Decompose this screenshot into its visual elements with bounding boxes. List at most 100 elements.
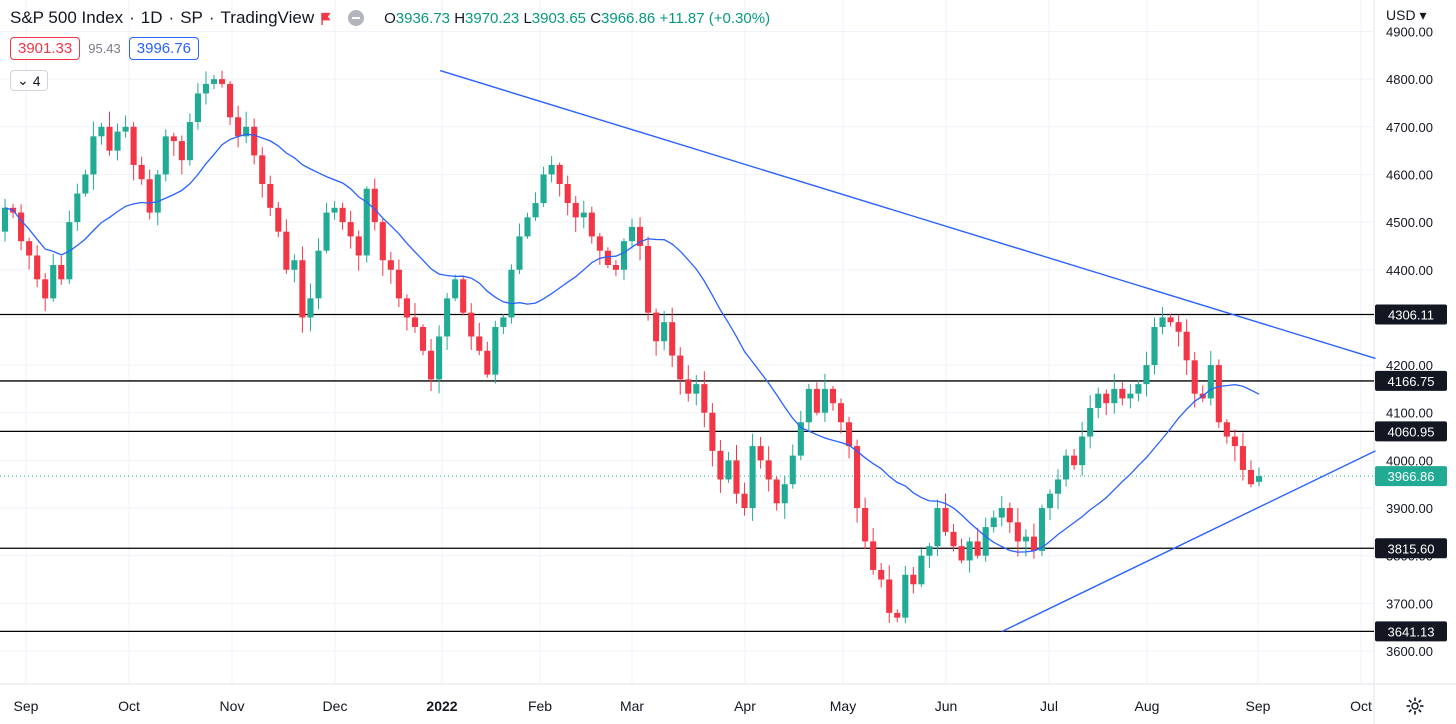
candle-body bbox=[355, 236, 362, 256]
candle-body bbox=[1063, 455, 1070, 480]
candle-body bbox=[1151, 326, 1158, 366]
candle-body bbox=[210, 79, 218, 84]
bid-button[interactable]: 3901.33 bbox=[10, 37, 81, 60]
candle-body bbox=[436, 336, 443, 380]
y-tick-label: 4700.00 bbox=[1386, 120, 1433, 135]
trendline-resistance bbox=[439, 69, 1376, 360]
candle-body bbox=[572, 203, 579, 218]
candle-body bbox=[741, 493, 748, 509]
candle-body bbox=[1103, 393, 1110, 404]
level-label-box bbox=[1375, 304, 1447, 325]
candle-body bbox=[50, 265, 57, 299]
time-axis: Sep Oct Nov Dec 2022 Feb Mar Apr May Jun Jul Aug Sep… bbox=[14, 698, 1372, 714]
candle-body bbox=[218, 79, 226, 84]
y-tick-label: 4500.00 bbox=[1386, 215, 1433, 230]
candle-body bbox=[42, 279, 49, 299]
flag-icon[interactable] bbox=[320, 12, 332, 25]
indicators-toggle[interactable]: ⌄ 4 bbox=[10, 70, 48, 91]
y-tick-label: 4900.00 bbox=[1386, 25, 1433, 40]
candle-body bbox=[1, 207, 9, 232]
symbol-title[interactable]: S&P 500 Index bbox=[10, 8, 124, 27]
candle-body bbox=[1239, 446, 1246, 470]
candle-body bbox=[1022, 536, 1029, 542]
candle-body bbox=[74, 193, 81, 223]
candle-body bbox=[1046, 493, 1054, 509]
y-tick-label: 3900.00 bbox=[1386, 501, 1433, 516]
candle-body bbox=[540, 174, 547, 204]
candle-body bbox=[693, 384, 700, 394]
candle-body bbox=[186, 122, 193, 161]
candle-body bbox=[275, 207, 282, 232]
candle-body bbox=[966, 541, 973, 561]
candle-body bbox=[339, 207, 346, 223]
candle-body bbox=[291, 260, 298, 270]
candle-body bbox=[990, 517, 997, 528]
level-label: 4166.75 bbox=[1388, 374, 1435, 389]
candle-body bbox=[106, 126, 113, 151]
x-tick-label: Feb bbox=[528, 698, 552, 714]
candle-body bbox=[645, 245, 652, 313]
candle-body bbox=[661, 322, 668, 342]
candle-body bbox=[1207, 365, 1214, 399]
candle-body bbox=[1006, 508, 1013, 523]
candle-body bbox=[1223, 422, 1230, 437]
candle-body bbox=[1191, 360, 1198, 394]
candle-body bbox=[26, 241, 33, 256]
ask-button[interactable]: 3996.76 bbox=[128, 37, 200, 60]
y-tick-label: 4200.00 bbox=[1386, 358, 1433, 373]
candle-body bbox=[1135, 384, 1142, 394]
candle-body bbox=[138, 164, 145, 180]
trendline-support bbox=[1001, 450, 1376, 633]
candle-body bbox=[1247, 469, 1255, 485]
candle-body bbox=[1143, 365, 1150, 385]
candle-body bbox=[524, 217, 531, 237]
candle-body bbox=[588, 212, 595, 237]
candle-body bbox=[427, 350, 435, 380]
last-price-box bbox=[1375, 466, 1447, 487]
x-tick-label: Oct bbox=[118, 698, 140, 714]
candle-body bbox=[982, 527, 989, 556]
candle-body bbox=[130, 126, 137, 165]
candle-body bbox=[202, 83, 210, 94]
candle-body bbox=[532, 203, 539, 218]
candle-body bbox=[114, 131, 121, 151]
x-tick-label: Jun bbox=[935, 698, 958, 714]
candle-body bbox=[829, 388, 837, 404]
trendlines bbox=[439, 69, 1376, 633]
candle-body bbox=[950, 531, 957, 547]
candle-body bbox=[878, 569, 885, 580]
gear-icon[interactable] bbox=[1405, 696, 1425, 716]
candle-body bbox=[1095, 393, 1102, 408]
candle-body bbox=[805, 388, 812, 423]
chart-header: S&P 500 Index · 1D · SP · TradingView O3… bbox=[10, 8, 771, 27]
candle-body bbox=[1054, 479, 1062, 494]
collapse-icon[interactable] bbox=[348, 10, 365, 26]
candle-body bbox=[894, 612, 901, 618]
x-tick-label: Sep bbox=[14, 698, 39, 714]
x-tick-label: May bbox=[830, 698, 856, 714]
candle-body bbox=[162, 136, 169, 175]
candle-body bbox=[765, 460, 772, 480]
level-label-box bbox=[1375, 370, 1447, 391]
x-tick-label: Jul bbox=[1040, 698, 1058, 714]
horizontal-levels bbox=[0, 313, 1374, 633]
candle-body bbox=[958, 546, 965, 561]
candle-body bbox=[307, 298, 314, 318]
candle-body bbox=[146, 179, 153, 213]
candle-body bbox=[1215, 365, 1222, 423]
candle-body bbox=[974, 541, 981, 556]
candle-body bbox=[82, 174, 89, 194]
candle-body bbox=[556, 164, 563, 184]
candle-body bbox=[789, 455, 796, 485]
candle-body bbox=[548, 164, 555, 175]
candle-body bbox=[1255, 476, 1263, 482]
candle-body bbox=[612, 265, 619, 270]
currency-selector[interactable]: USD ▾ bbox=[1386, 7, 1427, 23]
candle-body bbox=[564, 183, 571, 204]
candle-body bbox=[122, 126, 129, 132]
candle-body bbox=[636, 226, 644, 246]
interval-label[interactable]: 1D bbox=[140, 8, 163, 27]
exchange-label: SP bbox=[180, 8, 203, 27]
candle-body bbox=[194, 93, 201, 123]
